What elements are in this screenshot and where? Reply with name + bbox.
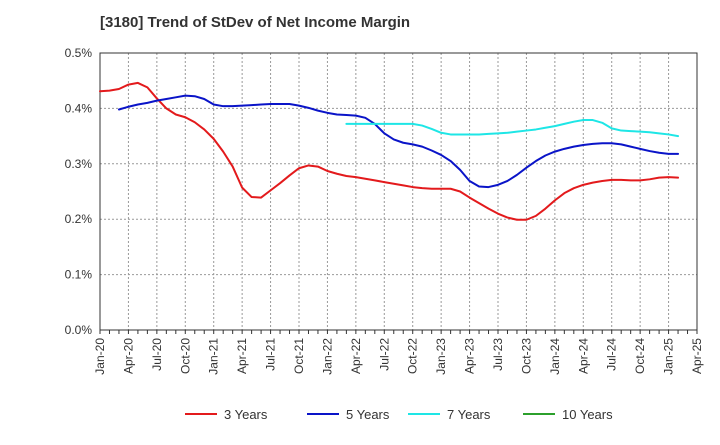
x-tick-label: Jan-20 bbox=[93, 338, 107, 375]
y-tick-label: 0.0% bbox=[65, 323, 93, 337]
legend-label: 7 Years bbox=[447, 407, 491, 422]
axes: 0.0% 0.1% 0.2% 0.3% 0.4% 0.5% Jan-20 Apr-20 Jul-… bbox=[65, 46, 704, 375]
plot-area bbox=[100, 53, 697, 330]
series-line-7-years bbox=[345, 119, 680, 138]
x-tick-label: Jul-24 bbox=[605, 338, 619, 371]
x-tick-label: Jan-24 bbox=[548, 338, 562, 375]
legend-label: 3 Years bbox=[224, 407, 268, 422]
y-tick-label: 0.2% bbox=[65, 212, 93, 226]
legend-label: 10 Years bbox=[562, 407, 613, 422]
x-tick-label: Apr-24 bbox=[576, 338, 590, 374]
x-tick-label: Jan-21 bbox=[207, 338, 221, 375]
x-tick-label: Oct-20 bbox=[178, 338, 192, 374]
y-tick-label: 0.4% bbox=[65, 101, 93, 115]
series-line-5-years bbox=[117, 94, 680, 189]
x-tick-label: Jan-25 bbox=[662, 338, 676, 375]
x-tick-label: Apr-20 bbox=[121, 338, 135, 374]
x-tick-label: Oct-23 bbox=[519, 338, 533, 374]
x-tick-label: Apr-21 bbox=[235, 338, 249, 374]
x-tick-label: Oct-22 bbox=[406, 338, 420, 374]
y-tick-label: 0.1% bbox=[65, 268, 93, 282]
x-tick-label: Apr-22 bbox=[349, 338, 363, 374]
legend-label: 5 Years bbox=[346, 407, 390, 422]
y-tick-label: 0.5% bbox=[65, 46, 93, 60]
chart-title: [3180] Trend of StDev of Net Income Marg… bbox=[100, 14, 411, 31]
x-tick-label: Apr-25 bbox=[690, 338, 704, 374]
x-tick-label: Jul-23 bbox=[491, 338, 505, 371]
x-tick-label: Jan-23 bbox=[434, 338, 448, 375]
x-tick-label: Jan-22 bbox=[320, 338, 334, 375]
x-tick-label: Jul-21 bbox=[264, 338, 278, 371]
plot-frame bbox=[99, 52, 698, 331]
series-layer bbox=[99, 81, 680, 221]
legend: 3 Years 5 Years 7 Years 10 Years bbox=[185, 407, 613, 422]
x-tick-label: Apr-23 bbox=[463, 338, 477, 374]
x-tick-label: Jul-22 bbox=[377, 338, 391, 371]
x-tick-label: Oct-21 bbox=[292, 338, 306, 374]
x-tick-label: Jul-20 bbox=[150, 338, 164, 371]
y-tick-label: 0.3% bbox=[65, 157, 93, 171]
x-tick-label: Oct-24 bbox=[633, 338, 647, 374]
series-line-3-years bbox=[99, 81, 680, 221]
